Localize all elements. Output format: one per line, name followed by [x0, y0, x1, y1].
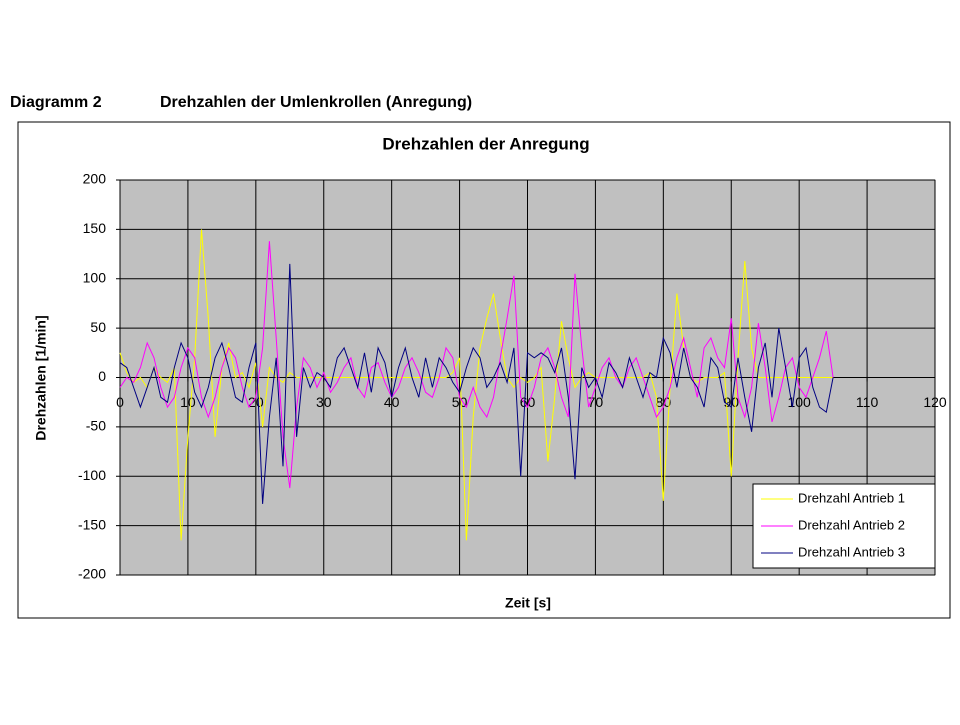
x-tick-label: 80 — [656, 394, 672, 410]
y-tick-label: 0 — [98, 368, 106, 384]
x-tick-label: 110 — [856, 394, 879, 410]
y-tick-label: 50 — [90, 319, 106, 335]
y-tick-label: 200 — [83, 171, 107, 187]
x-axis-label: Zeit [s] — [505, 595, 551, 611]
x-tick-label: 120 — [923, 394, 947, 410]
y-tick-label: -100 — [78, 467, 106, 483]
chart-title: Drehzahlen der Anregung — [382, 134, 589, 153]
y-axis-label: Drehzahlen [1/min] — [33, 315, 49, 440]
x-tick-label: 60 — [520, 394, 536, 410]
y-tick-label: 100 — [83, 269, 107, 285]
x-tick-label: 30 — [316, 394, 332, 410]
heading-title: Drehzahlen der Umlenkrollen (Anregung) — [160, 94, 472, 111]
data-line — [119, 241, 834, 489]
x-tick-label: 10 — [180, 394, 196, 410]
x-tick-label: 50 — [452, 394, 468, 410]
legend-label: Drehzahl Antrieb 2 — [798, 517, 905, 532]
heading-label: Diagramm 2 — [10, 94, 102, 111]
legend-label: Drehzahl Antrieb 1 — [798, 490, 905, 505]
legend-label: Drehzahl Antrieb 3 — [798, 544, 905, 559]
y-tick-label: -200 — [78, 566, 106, 582]
y-tick-label: -50 — [86, 418, 106, 434]
y-tick-label: 150 — [83, 220, 107, 236]
data-line — [119, 263, 834, 504]
y-tick-label: -150 — [78, 516, 106, 532]
x-tick-label: 40 — [384, 394, 400, 410]
data-line — [119, 229, 834, 541]
